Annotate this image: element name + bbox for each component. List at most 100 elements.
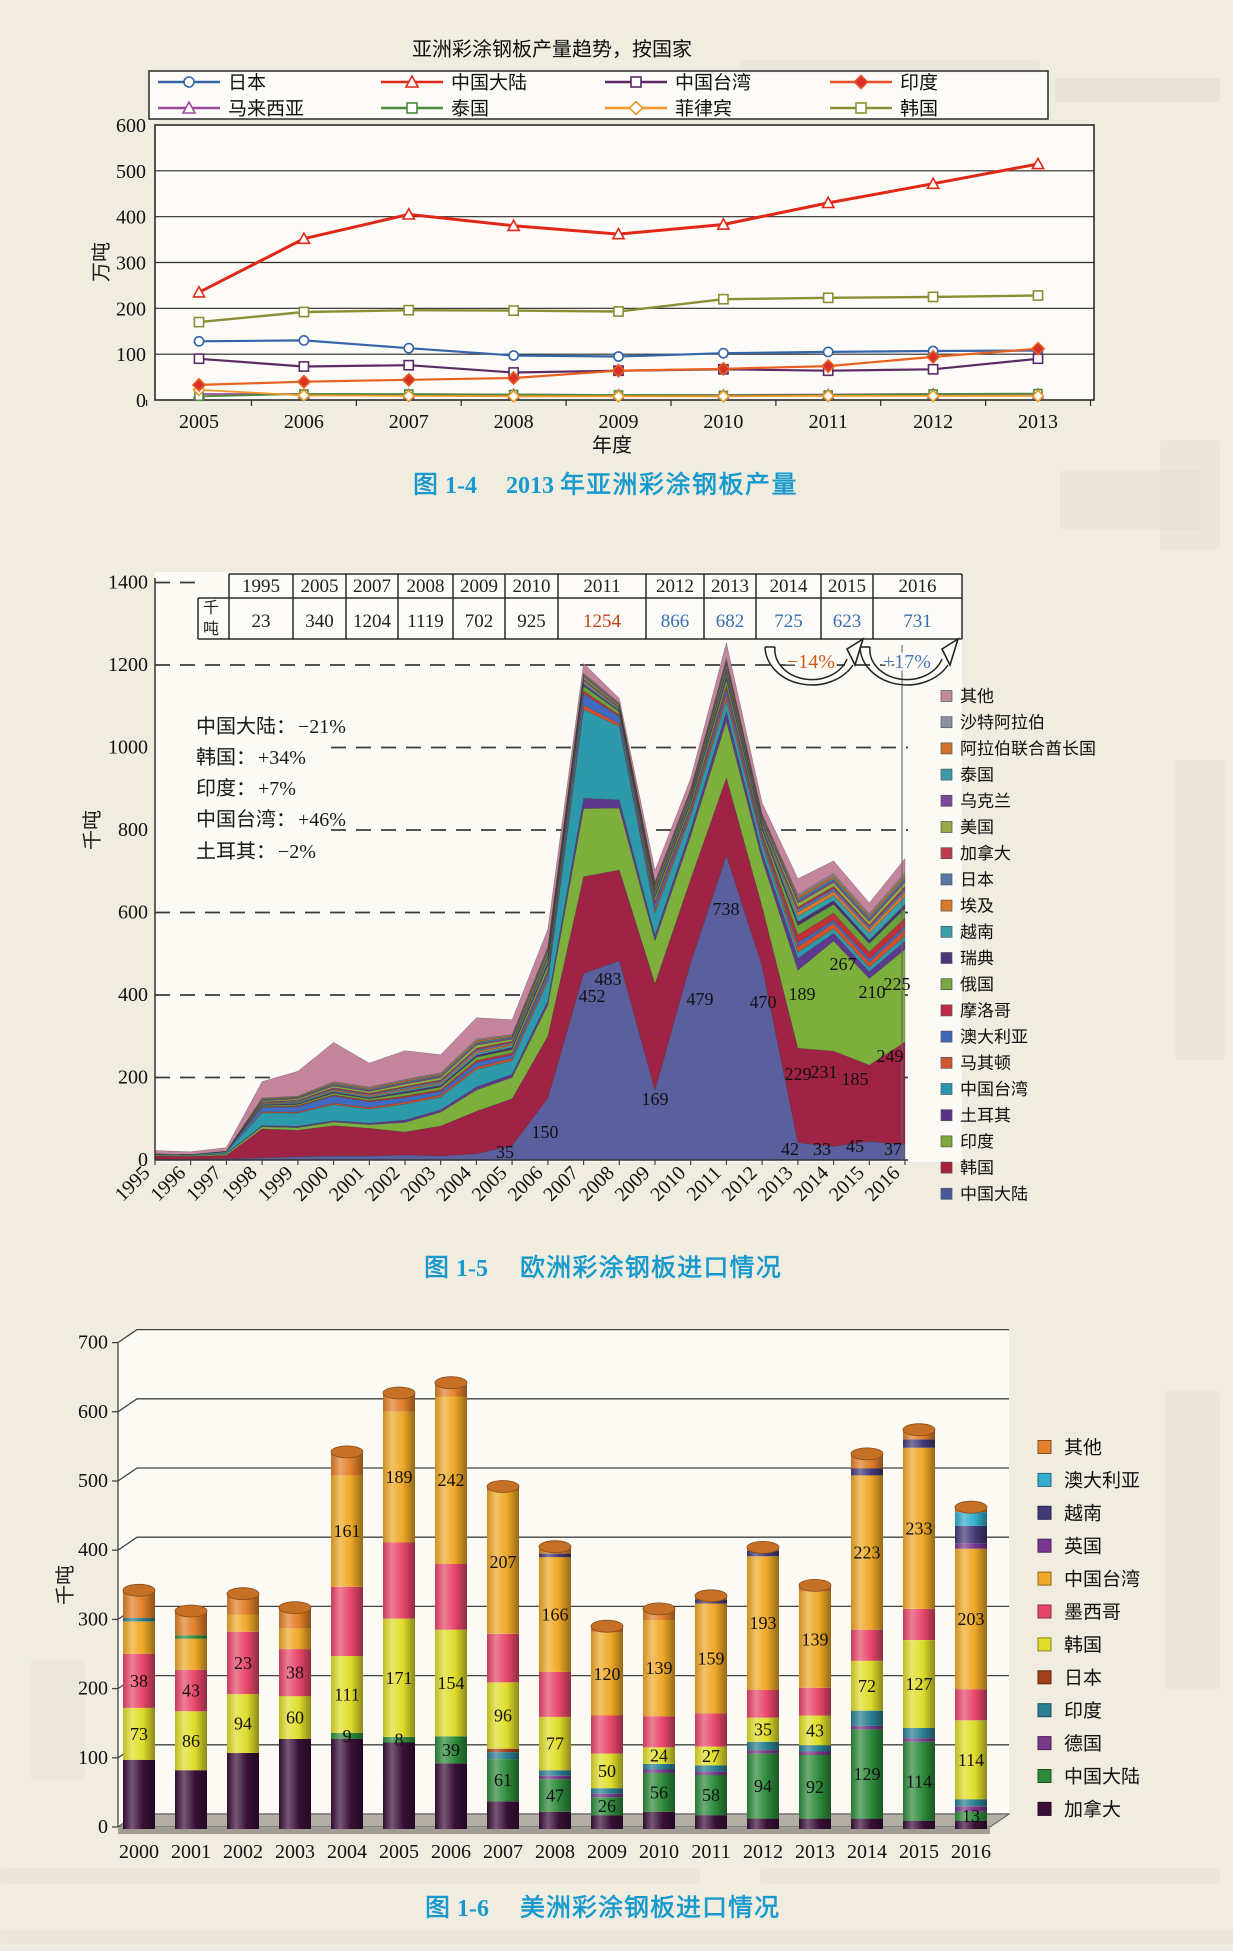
svg-text:185: 185 — [842, 1069, 869, 1089]
svg-text:470: 470 — [750, 992, 777, 1012]
svg-text:2010: 2010 — [703, 411, 743, 433]
svg-text:129: 129 — [854, 1764, 881, 1784]
svg-text:731: 731 — [903, 611, 932, 632]
svg-text:9: 9 — [343, 1726, 352, 1746]
svg-text:1995: 1995 — [242, 576, 280, 597]
svg-text:+17%: +17% — [883, 651, 931, 673]
svg-text:56: 56 — [650, 1782, 668, 1802]
svg-text:171: 171 — [386, 1668, 413, 1688]
svg-text:114: 114 — [958, 1750, 984, 1770]
svg-text:1-4: 1-4 — [445, 473, 477, 499]
svg-text:1000: 1000 — [108, 737, 148, 759]
svg-text:866: 866 — [661, 611, 690, 632]
svg-text:725: 725 — [774, 611, 803, 632]
svg-text:189: 189 — [789, 984, 816, 1004]
svg-text:45: 45 — [846, 1136, 864, 1156]
svg-text:47: 47 — [546, 1785, 564, 1805]
svg-text:267: 267 — [830, 954, 857, 974]
svg-text:94: 94 — [234, 1714, 252, 1734]
svg-text:2015: 2015 — [828, 576, 866, 597]
svg-text:13: 13 — [962, 1806, 980, 1826]
svg-text:2007: 2007 — [353, 576, 391, 597]
svg-text:2016: 2016 — [951, 1841, 991, 1863]
svg-text:1254: 1254 — [583, 611, 622, 632]
svg-text:200: 200 — [118, 1067, 148, 1089]
svg-text:300: 300 — [116, 253, 146, 275]
svg-text:229: 229 — [785, 1064, 812, 1084]
svg-text:200: 200 — [78, 1678, 108, 1700]
svg-text:73: 73 — [130, 1724, 148, 1744]
svg-text:2008: 2008 — [407, 576, 445, 597]
svg-text:38: 38 — [130, 1671, 148, 1691]
svg-text:2014: 2014 — [770, 576, 809, 597]
svg-text:1204: 1204 — [353, 611, 392, 632]
svg-text:682: 682 — [716, 611, 745, 632]
svg-text:242: 242 — [438, 1470, 465, 1490]
svg-text:60: 60 — [286, 1708, 304, 1728]
svg-text:23: 23 — [252, 611, 271, 632]
svg-text:2005: 2005 — [379, 1841, 419, 1863]
svg-text:400: 400 — [118, 984, 148, 1006]
svg-text:35: 35 — [754, 1720, 772, 1740]
svg-text:2003: 2003 — [275, 1841, 315, 1863]
svg-text:189: 189 — [386, 1467, 413, 1487]
svg-text:+46%: +46% — [298, 809, 346, 831]
svg-text:2006: 2006 — [284, 411, 324, 433]
svg-text:92: 92 — [806, 1777, 824, 1797]
svg-text:0: 0 — [98, 1816, 108, 1838]
svg-text:600: 600 — [116, 115, 146, 137]
svg-text:139: 139 — [646, 1658, 673, 1678]
svg-text:200: 200 — [116, 298, 146, 320]
svg-text:925: 925 — [517, 611, 546, 632]
svg-text:38: 38 — [286, 1663, 304, 1683]
svg-text:2010: 2010 — [639, 1841, 679, 1863]
svg-text:2013: 2013 — [795, 1841, 835, 1863]
svg-text:500: 500 — [78, 1470, 108, 1492]
svg-text:23: 23 — [234, 1653, 252, 1673]
svg-text:58: 58 — [702, 1785, 720, 1805]
svg-text:483: 483 — [595, 969, 622, 989]
svg-text:0: 0 — [136, 390, 146, 412]
svg-text:1-6: 1-6 — [457, 1896, 489, 1922]
svg-text:27: 27 — [702, 1746, 720, 1766]
svg-text:120: 120 — [594, 1664, 621, 1684]
svg-text:600: 600 — [118, 902, 148, 924]
svg-text:35: 35 — [496, 1142, 514, 1162]
svg-text:2011: 2011 — [691, 1841, 730, 1863]
svg-text:210: 210 — [859, 982, 886, 1002]
svg-text:2006: 2006 — [431, 1841, 471, 1863]
svg-text:702: 702 — [465, 611, 494, 632]
svg-text:33: 33 — [813, 1139, 831, 1159]
svg-text:−21%: −21% — [298, 716, 346, 738]
svg-text:2015: 2015 — [899, 1841, 939, 1863]
svg-text:2013: 2013 — [1018, 411, 1058, 433]
svg-text:2000: 2000 — [119, 1841, 159, 1863]
svg-text:2005: 2005 — [301, 576, 339, 597]
svg-text:37: 37 — [884, 1139, 902, 1159]
svg-text:2009: 2009 — [587, 1841, 627, 1863]
svg-text:2016: 2016 — [899, 576, 937, 597]
svg-text:1119: 1119 — [407, 611, 444, 632]
svg-text:800: 800 — [118, 819, 148, 841]
svg-text:2013: 2013 — [711, 576, 749, 597]
svg-text:39: 39 — [442, 1740, 460, 1760]
svg-text:154: 154 — [438, 1673, 465, 1693]
svg-text:203: 203 — [958, 1609, 985, 1629]
svg-text:207: 207 — [490, 1552, 517, 1572]
svg-text:225: 225 — [884, 974, 911, 994]
svg-text:111: 111 — [334, 1684, 360, 1704]
svg-text:233: 233 — [906, 1518, 933, 1538]
svg-text:150: 150 — [532, 1122, 559, 1142]
svg-text:161: 161 — [334, 1521, 361, 1541]
svg-text:400: 400 — [78, 1539, 108, 1561]
svg-text:139: 139 — [802, 1630, 829, 1650]
svg-text:0: 0 — [138, 1149, 148, 1171]
svg-text:1400: 1400 — [108, 572, 148, 594]
svg-text:2014: 2014 — [847, 1841, 887, 1863]
svg-text:2004: 2004 — [327, 1841, 367, 1863]
svg-text:231: 231 — [811, 1062, 838, 1082]
svg-text:2001: 2001 — [171, 1841, 211, 1863]
svg-text:479: 479 — [687, 989, 714, 1009]
svg-text:2008: 2008 — [535, 1841, 575, 1863]
svg-text:2011: 2011 — [809, 411, 848, 433]
